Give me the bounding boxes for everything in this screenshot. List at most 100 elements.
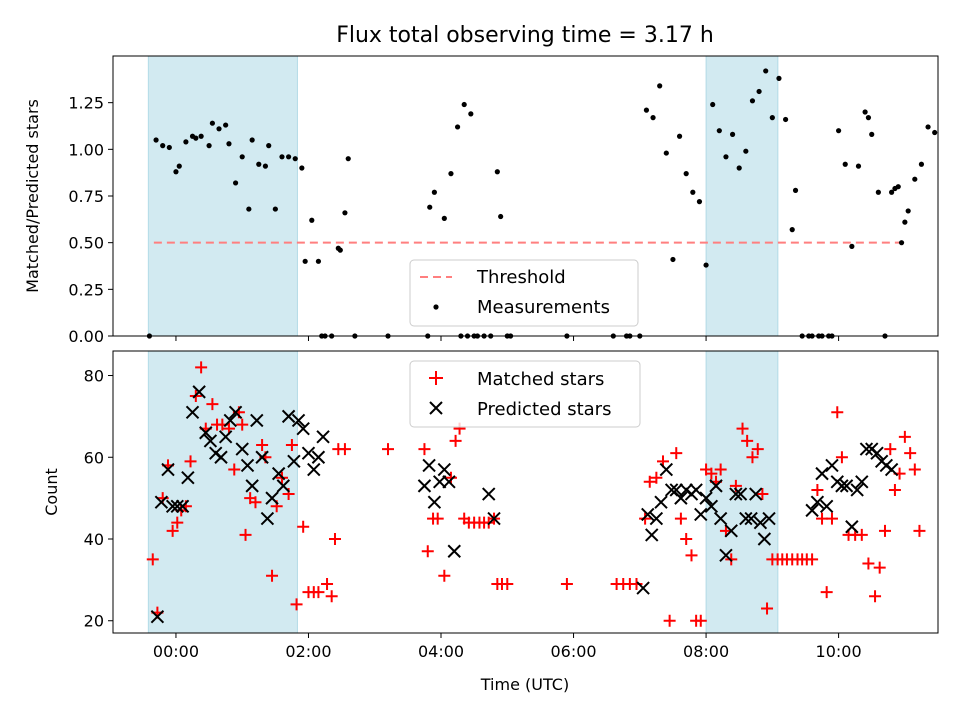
measurement-point <box>292 156 298 162</box>
matched-star-point <box>285 439 298 451</box>
predicted-star-point <box>240 458 255 473</box>
matched-star-point <box>321 577 334 590</box>
matched-star-point <box>338 443 351 456</box>
predicted-star-point <box>228 405 243 420</box>
measurement-point <box>198 133 204 139</box>
measurement-point <box>454 124 461 130</box>
matched-star-point <box>501 577 514 590</box>
shaded-interval <box>705 55 779 337</box>
matched-star-point <box>831 406 844 419</box>
measurement-point <box>743 148 749 154</box>
measurement-point <box>657 83 663 89</box>
predicted-star-point <box>181 470 195 485</box>
measurement-point <box>749 98 756 104</box>
predicted-star-point <box>733 487 748 501</box>
predicted-star-point <box>819 499 834 514</box>
legend-measurements-label: Measurements <box>477 297 610 318</box>
y-tick-label: 0.00 <box>68 327 104 346</box>
x-tick-label: 00:00 <box>153 642 199 661</box>
predicted-star-point <box>739 511 753 526</box>
predicted-star-point <box>815 466 829 481</box>
matched-legend-swatch <box>429 371 443 385</box>
measurement-point <box>723 154 729 160</box>
measurement-point <box>869 131 875 137</box>
matched-star-point <box>171 516 184 529</box>
predicted-star-point <box>291 413 306 428</box>
predicted-star-point <box>192 385 206 399</box>
measurement-point <box>650 115 656 121</box>
predicted-star-point <box>744 511 758 526</box>
matched-star-point <box>438 569 451 582</box>
measurement-point <box>431 189 437 195</box>
matched-star-point <box>898 430 911 443</box>
matched-star-point <box>694 614 707 627</box>
predicted-star-point <box>709 479 723 493</box>
predicted-star-point <box>427 495 442 509</box>
matched-star-point <box>806 553 819 566</box>
predicted-star-point <box>417 479 432 493</box>
predicted-star-point <box>835 479 849 493</box>
predicted-star-point <box>287 454 301 469</box>
measurement-point <box>925 124 931 130</box>
top-x-ticks <box>175 336 840 341</box>
predicted-star-point <box>150 609 165 624</box>
predicted-star-point <box>810 495 825 509</box>
measurement-point <box>176 163 182 169</box>
predicted-star-point <box>301 446 316 460</box>
predicted-legend-swatch <box>429 401 443 415</box>
measurement-point <box>209 120 215 126</box>
y-tick-label: 1.00 <box>68 140 104 159</box>
measurement-point <box>160 143 166 149</box>
x-axis-label: Time (UTC) <box>480 675 569 694</box>
measurement-point <box>716 128 722 134</box>
matched-star-point <box>811 483 824 496</box>
predicted-star-point <box>669 483 683 497</box>
measurement-point <box>249 137 255 143</box>
measurement-point <box>898 240 905 246</box>
measurement-point <box>756 88 762 95</box>
matched-star-point <box>674 512 687 525</box>
top-y-ticks: 0.00 0.25 0.50 0.75 1.00 1.25 <box>68 94 113 346</box>
measurement-point <box>902 219 908 225</box>
measurement-point <box>345 156 351 162</box>
predicted-star-point <box>296 421 310 436</box>
top-chart-title: Flux total observing time = 3.17 h <box>336 23 714 48</box>
predicted-star-point <box>694 507 708 522</box>
measurement-point <box>239 154 245 160</box>
predicted-star-point <box>636 581 650 595</box>
matched-star-point <box>705 467 718 480</box>
predicted-star-point <box>719 548 733 563</box>
matched-star-point <box>663 614 676 627</box>
matched-star-point <box>421 545 434 558</box>
predicted-star-point <box>265 491 279 505</box>
shaded-interval <box>147 350 298 634</box>
predicted-star-point <box>281 409 296 424</box>
matched-star-point <box>820 586 833 599</box>
y-tick-label: 80 <box>84 367 104 386</box>
matched-star-point <box>236 418 249 431</box>
measurement-point <box>643 107 650 113</box>
y-tick-label: 20 <box>84 612 104 631</box>
predicted-stars-points <box>150 385 899 624</box>
measurement-legend-swatch <box>433 304 439 310</box>
matched-star-point <box>431 512 444 525</box>
measurement-point <box>776 75 782 81</box>
measurement-point <box>494 169 500 175</box>
matched-star-point <box>266 569 279 582</box>
measurement-point <box>256 161 262 167</box>
measurement-point <box>279 154 285 160</box>
x-tick-label: 06:00 <box>550 642 596 661</box>
matched-star-point <box>862 557 875 570</box>
matched-star-point <box>195 361 208 374</box>
top-panel: 0.00 0.25 0.50 0.75 1.00 1.25 Matched/Predict… <box>23 55 939 346</box>
matched-star-point <box>878 524 891 537</box>
top-legend-box <box>409 259 639 327</box>
legend-matched-label: Matched stars <box>477 369 604 390</box>
predicted-star-point <box>689 483 703 497</box>
predicted-star-point <box>203 434 218 448</box>
measurement-point <box>468 111 474 117</box>
predicted-star-point <box>753 515 768 530</box>
